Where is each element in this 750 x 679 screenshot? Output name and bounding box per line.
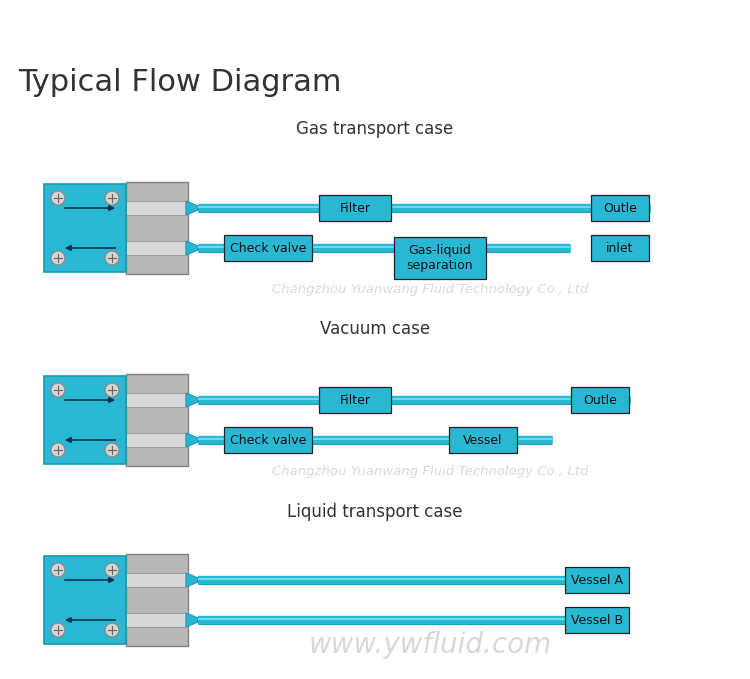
Text: Vessel A: Vessel A xyxy=(571,574,623,587)
Polygon shape xyxy=(186,573,198,587)
Bar xyxy=(126,374,188,466)
Text: Filter: Filter xyxy=(340,394,370,407)
Polygon shape xyxy=(186,393,198,407)
Bar xyxy=(126,241,186,255)
Text: Vacuum case: Vacuum case xyxy=(320,320,430,338)
Bar xyxy=(44,556,126,644)
Text: Outle: Outle xyxy=(583,394,617,407)
Text: Typical Flow Diagram: Typical Flow Diagram xyxy=(18,68,341,97)
Polygon shape xyxy=(186,201,198,215)
Polygon shape xyxy=(186,433,198,447)
Bar xyxy=(591,235,649,261)
Circle shape xyxy=(105,251,119,265)
Circle shape xyxy=(105,563,119,577)
Text: Vessel: Vessel xyxy=(464,433,503,447)
Polygon shape xyxy=(186,613,198,627)
Bar xyxy=(591,195,649,221)
Text: inlet: inlet xyxy=(606,242,634,255)
Bar xyxy=(224,235,312,261)
Text: Gas transport case: Gas transport case xyxy=(296,120,454,138)
Bar xyxy=(126,433,186,447)
Circle shape xyxy=(51,191,65,205)
Circle shape xyxy=(105,623,119,637)
Text: Check valve: Check valve xyxy=(230,433,306,447)
Circle shape xyxy=(51,251,65,265)
Circle shape xyxy=(105,443,119,457)
Bar xyxy=(126,182,188,274)
Text: Changzhou Yuanwang Fluid Technology Co., Ltd: Changzhou Yuanwang Fluid Technology Co.,… xyxy=(272,284,588,297)
Circle shape xyxy=(105,383,119,397)
Bar xyxy=(565,607,629,633)
Bar xyxy=(126,613,186,627)
Bar xyxy=(126,554,188,646)
Bar xyxy=(449,427,517,453)
Bar xyxy=(44,376,126,464)
Text: Gas-liquid
separation: Gas-liquid separation xyxy=(406,244,473,272)
Text: Vessel B: Vessel B xyxy=(571,614,623,627)
Text: www.ywfluid.com: www.ywfluid.com xyxy=(308,631,551,659)
Circle shape xyxy=(51,443,65,457)
Circle shape xyxy=(51,563,65,577)
Circle shape xyxy=(105,191,119,205)
Bar xyxy=(394,237,486,279)
Text: Check valve: Check valve xyxy=(230,242,306,255)
Text: Outle: Outle xyxy=(603,202,637,215)
Bar xyxy=(319,387,391,413)
Bar xyxy=(44,184,126,272)
Circle shape xyxy=(51,623,65,637)
Bar xyxy=(319,195,391,221)
Bar xyxy=(571,387,629,413)
Text: Filter: Filter xyxy=(340,202,370,215)
Bar xyxy=(224,427,312,453)
Bar xyxy=(126,573,186,587)
Polygon shape xyxy=(186,241,198,255)
Bar xyxy=(126,393,186,407)
Text: Liquid transport case: Liquid transport case xyxy=(287,503,463,521)
Circle shape xyxy=(51,383,65,397)
Bar xyxy=(565,567,629,593)
Text: Changzhou Yuanwang Fluid Technology Co., Ltd: Changzhou Yuanwang Fluid Technology Co.,… xyxy=(272,466,588,479)
Bar xyxy=(126,201,186,215)
